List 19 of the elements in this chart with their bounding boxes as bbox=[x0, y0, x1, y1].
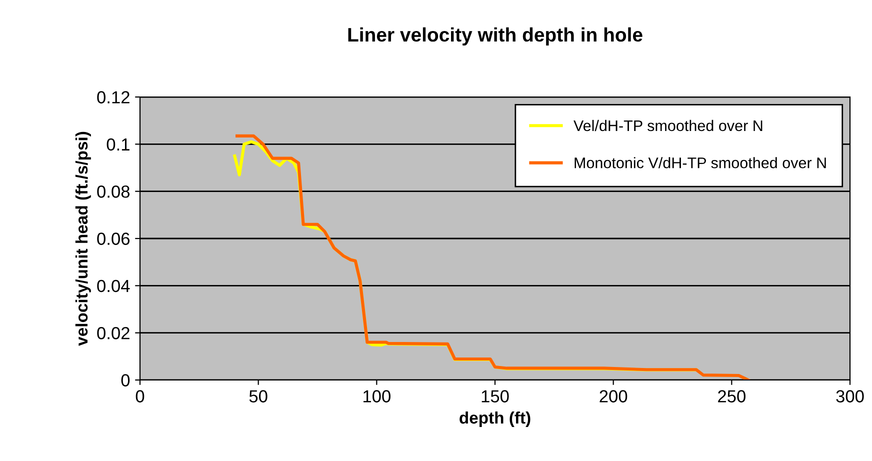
x-tick-label: 150 bbox=[482, 390, 509, 402]
x-axis-title: depth (ft) bbox=[460, 411, 530, 427]
y-tick-label: 0.04 bbox=[97, 280, 130, 292]
chart-title: Liner velocity with depth in hole bbox=[348, 27, 642, 46]
y-tick-label: 0 bbox=[121, 374, 130, 386]
x-tick-label: 50 bbox=[249, 390, 268, 402]
x-tick-label: 100 bbox=[364, 390, 390, 402]
x-tick-label: 0 bbox=[136, 390, 144, 402]
x-tick-label: 300 bbox=[836, 390, 864, 402]
y-tick-label: 0.08 bbox=[97, 186, 130, 198]
y-tick-label: 0.1 bbox=[106, 138, 130, 151]
x-tick-label: 200 bbox=[600, 390, 628, 402]
y-tick-label: 0.12 bbox=[97, 91, 130, 104]
y-tick-label: 0.06 bbox=[97, 232, 130, 245]
x-tick-label: 250 bbox=[718, 390, 746, 402]
y-tick-label: 0.02 bbox=[97, 327, 130, 340]
legend-label: Vel/dH-TP smoothed over N bbox=[574, 120, 762, 132]
y-axis-title: velocity/unit head (ft./s/psi) bbox=[75, 132, 91, 346]
legend-label: Monotonic V/dH-TP smoothed over N bbox=[574, 157, 826, 168]
